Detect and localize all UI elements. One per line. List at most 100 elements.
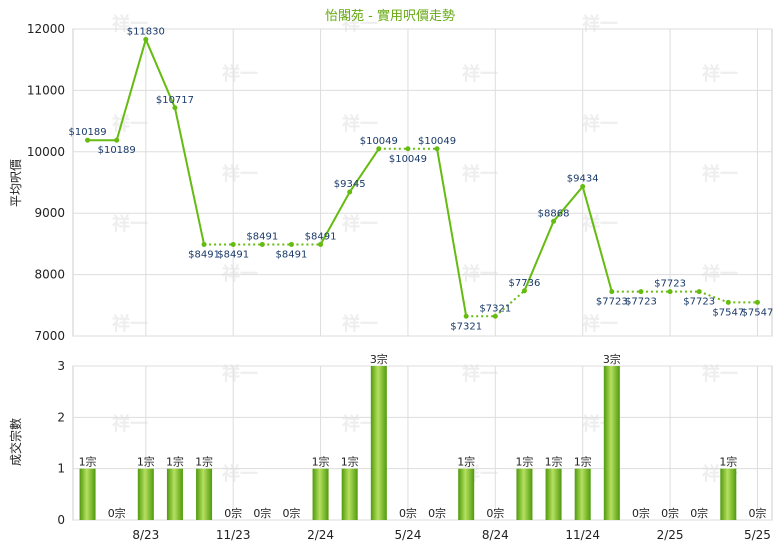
price-point [259,241,265,247]
price-point [609,289,615,295]
price-point [521,288,527,294]
price-point [230,241,236,247]
watermark-text: 祥一 [112,213,148,235]
price-point-label: $7723 [596,297,628,308]
price-point [667,289,673,295]
price-point-label: $10189 [68,127,106,138]
price-point-label: $7547 [742,307,774,318]
count-bar-label: 0宗 [690,506,708,520]
price-point [288,241,294,247]
price-point-label: $11830 [127,26,165,37]
count-bar [166,468,183,520]
x-tick-label: 11/24 [565,528,600,542]
count-tick-label: 1 [57,462,65,476]
count-bar [516,468,533,520]
watermark-text: 祥一 [342,113,378,135]
watermark-text: 祥一 [112,313,148,335]
watermark-text: 祥一 [582,213,618,235]
price-point-label: $7723 [625,297,657,308]
count-bar [603,366,620,520]
price-point-label: $7736 [509,278,541,289]
count-bar [574,468,591,520]
watermark-text: 祥一 [462,63,498,85]
count-axis-label: 成交宗數 [8,418,23,466]
watermark-text: 祥一 [222,163,258,185]
watermark-text: 祥一 [112,413,148,435]
count-bar-label: 3宗 [370,352,388,366]
price-line-segment [348,148,380,193]
price-line-segment [144,39,176,109]
price-point [201,241,207,247]
x-tick-label: 8/24 [482,528,509,542]
count-bar-label: 1宗 [166,455,184,469]
watermark-text: 祥一 [222,363,258,385]
watermark-text: 祥一 [582,313,618,335]
price-point [85,137,91,143]
count-bar-label: 1宗 [137,455,155,469]
price-tick-label: 11000 [27,83,65,97]
price-point-label: $8491 [276,249,308,260]
watermark-text: 祥一 [222,63,258,85]
count-bar-label: 1宗 [341,455,359,469]
count-bar-label: 1宗 [457,455,475,469]
price-point [376,146,382,152]
watermark-text: 祥一 [342,313,378,335]
price-point [347,189,353,195]
watermark-text: 祥一 [582,113,618,135]
count-bar [341,468,358,520]
watermark-text: 祥一 [702,63,738,85]
price-point [318,241,324,247]
count-bar-label: 0宗 [224,506,242,520]
price-point [172,105,178,111]
watermark-text: 祥一 [702,163,738,185]
price-point-label: $9345 [334,179,366,190]
watermark-text: 祥一 [222,263,258,285]
price-point-label: $7321 [479,303,511,314]
watermark-text: 祥一 [342,413,378,435]
x-tick-label: 11/23 [216,528,251,542]
x-tick-label: 2/24 [307,528,334,542]
price-point [638,289,644,295]
count-bar [370,366,387,520]
price-line-segment [115,39,147,141]
price-line-segment [523,220,555,292]
watermark-text: 祥一 [702,363,738,385]
count-bar-label: 0宗 [108,506,126,520]
price-point [143,36,149,42]
price-point [551,218,557,224]
price-point-label: $10049 [389,154,427,165]
count-bar-label: 1宗 [574,455,592,469]
count-bar [312,468,329,520]
price-point [405,146,411,152]
price-point [463,313,469,319]
price-axis-label: 平均呎價 [9,159,23,207]
count-bar-label: 0宗 [748,506,766,520]
price-point [114,137,120,143]
watermark-text: 祥一 [222,463,258,485]
count-bar [545,468,562,520]
price-tick-label: 7000 [34,329,65,343]
price-point [754,299,760,305]
count-tick-label: 2 [57,410,65,424]
watermark-text: 祥一 [702,263,738,285]
watermark-text: 祥一 [462,363,498,385]
count-bar-label: 1宗 [545,455,563,469]
price-line-segment [319,191,351,245]
price-line-segment [581,186,613,292]
count-bar-label: 1宗 [719,455,737,469]
price-tick-label: 9000 [34,206,65,220]
count-bar-label: 0宗 [428,506,446,520]
price-plot-frame [72,28,773,337]
price-point-label: $10049 [360,136,398,147]
count-bar [137,468,154,520]
price-line-segment [494,290,526,318]
price-point [580,184,586,190]
count-bar-label: 0宗 [399,506,417,520]
count-bar-label: 0宗 [253,506,271,520]
price-point [696,289,702,295]
price-point-label: $8491 [188,249,220,260]
count-bar [458,468,475,520]
price-point-label: $10189 [98,145,136,156]
watermark-text: 祥一 [342,213,378,235]
